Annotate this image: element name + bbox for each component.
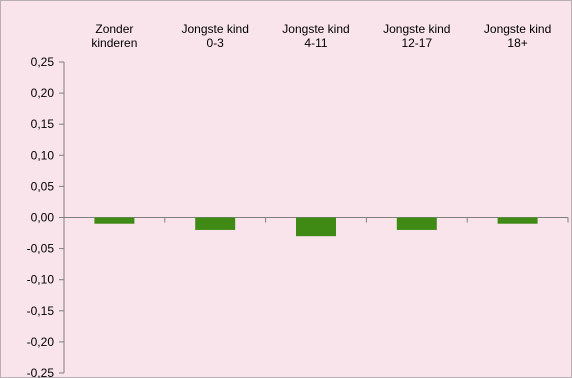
category-label: Jongste kind: [282, 22, 349, 36]
category-label: Jongste kind: [383, 22, 450, 36]
y-tick-label: 0,10: [31, 148, 55, 162]
category-label: kinderen: [91, 36, 137, 50]
y-tick-labels: 0,25 0,20 0,15 0,10 0,05 0,00 -0,05 -0,10 -0,15 -…: [27, 55, 55, 378]
category-label: 0-3: [207, 36, 225, 50]
y-tick-label: -0,15: [27, 304, 55, 318]
y-tick-label: -0,05: [27, 242, 55, 256]
y-tick-label: -0,25: [27, 366, 55, 378]
y-tick-label: -0,20: [27, 335, 55, 349]
category-label: Jongste kind: [182, 22, 249, 36]
bars: [94, 217, 538, 237]
category-label: 12-17: [401, 36, 432, 50]
bar: [94, 217, 135, 224]
y-tick-label: 0,05: [31, 179, 55, 193]
y-tick-label: 0,00: [31, 211, 55, 225]
y-tick-label: -0,10: [27, 273, 55, 287]
category-label: Jongste kind: [484, 22, 551, 36]
bar: [195, 217, 236, 230]
category-label: Zonder: [95, 22, 133, 36]
y-tick-label: 0,25: [31, 55, 55, 69]
category-label: 18+: [507, 36, 527, 50]
category-label: 4-11: [304, 36, 327, 50]
bar: [296, 217, 336, 237]
bar: [396, 217, 437, 230]
y-tick-label: 0,20: [31, 86, 55, 100]
y-tick-label: 0,15: [31, 117, 55, 131]
bar: [497, 217, 538, 224]
